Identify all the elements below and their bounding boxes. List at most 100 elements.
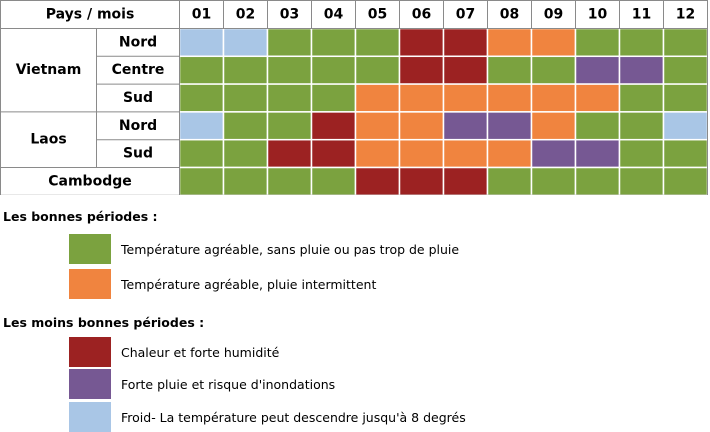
cell-laos-nord-06	[398, 111, 445, 141]
cell-laos-nord-01	[178, 111, 225, 141]
cell-vietnam-sud-07	[442, 83, 489, 113]
cell-vietnam-centre-02	[222, 55, 269, 85]
cell-laos-nord-03	[266, 111, 313, 141]
cell-cambodge-05	[354, 166, 401, 195]
month-label-06: 06	[412, 7, 431, 23]
cell-vietnam-centre-04	[310, 55, 357, 85]
cell-laos-nord-05	[354, 111, 401, 141]
cell-vietnam-centre-10	[574, 55, 621, 85]
cell-vietnam-centre-07	[442, 55, 489, 85]
climate-calendar-grid: Pays / mois 01 02 03 04 05 06 07 08 09 10 11 12 Vietn…	[0, 0, 709, 195]
month-label-10: 10	[588, 7, 608, 23]
month-label-09: 09	[544, 7, 563, 23]
cell-laos-nord-02	[222, 111, 269, 141]
cell-laos-sud-03	[266, 138, 313, 169]
country-label-cambodge: Cambodge	[48, 173, 132, 189]
cell-laos-sud-02	[222, 138, 269, 169]
cell-vietnam-nord-10	[574, 27, 621, 58]
country-label-laos: Laos	[30, 132, 66, 148]
good-periods-heading: Les bonnes périodes :	[3, 209, 158, 224]
cell-cambodge-02	[222, 166, 269, 195]
cell-laos-nord-10	[574, 111, 621, 141]
cell-vietnam-nord-04	[310, 27, 357, 58]
cell-vietnam-centre-01	[178, 55, 225, 85]
cell-vietnam-sud-06	[398, 83, 445, 113]
cell-cambodge-08	[486, 166, 533, 195]
cell-laos-sud-01	[178, 138, 225, 169]
cell-laos-sud-10	[574, 138, 621, 169]
cell-cambodge-10	[574, 166, 621, 195]
cell-laos-nord-04	[310, 111, 357, 141]
header-label: Pays / mois	[46, 7, 135, 23]
cell-laos-sud-06	[398, 138, 445, 169]
cell-vietnam-centre-08	[486, 55, 533, 85]
cell-vietnam-sud-10	[574, 83, 621, 113]
cell-cambodge-01	[178, 166, 225, 195]
cell-vietnam-sud-04	[310, 83, 357, 113]
cell-vietnam-centre-11	[618, 55, 665, 85]
cell-cambodge-09	[530, 166, 577, 195]
cell-vietnam-centre-03	[266, 55, 313, 85]
cell-vietnam-sud-05	[354, 83, 401, 113]
cell-vietnam-nord-06	[398, 27, 445, 58]
cell-vietnam-sud-08	[486, 83, 533, 113]
cell-vietnam-nord-11	[618, 27, 665, 58]
cell-laos-sud-07	[442, 138, 489, 169]
region-label-laos-sud: Sud	[123, 146, 153, 162]
cell-vietnam-sud-09	[530, 83, 577, 113]
legend-swatch-good	[69, 234, 111, 264]
cell-vietnam-centre-05	[354, 55, 401, 85]
cell-vietnam-sud-02	[222, 83, 269, 113]
month-label-02: 02	[236, 7, 255, 23]
cell-cambodge-06	[398, 166, 445, 195]
legend-swatch-rain	[69, 269, 111, 299]
cell-vietnam-nord-03	[266, 27, 313, 58]
cell-cambodge-11	[618, 166, 665, 195]
cell-vietnam-nord-09	[530, 27, 577, 58]
cell-vietnam-sud-03	[266, 83, 313, 113]
cell-vietnam-centre-06	[398, 55, 445, 85]
cell-laos-nord-11	[618, 111, 665, 141]
cell-laos-sud-05	[354, 138, 401, 169]
cell-vietnam-nord-01	[178, 27, 225, 58]
cell-cambodge-03	[266, 166, 313, 195]
legend-item-good: Température agréable, sans pluie ou pas …	[69, 234, 459, 264]
month-label-05: 05	[368, 7, 387, 23]
cell-vietnam-centre-09	[530, 55, 577, 85]
legend-item-cold: Froid- La température peut descendre jus…	[69, 402, 466, 432]
legend-label-rain: Température agréable, pluie intermittent	[121, 276, 377, 292]
cell-vietnam-sud-01	[178, 83, 225, 113]
cell-vietnam-nord-05	[354, 27, 401, 58]
cell-vietnam-nord-08	[486, 27, 533, 58]
month-label-04: 04	[324, 7, 344, 23]
legend-label-hot: Chaleur et forte humidité	[121, 344, 280, 360]
region-label-vietnam-centre: Centre	[112, 62, 165, 78]
legend-swatch-cold	[69, 402, 111, 432]
cell-laos-sud-04	[310, 138, 357, 169]
region-label-laos-nord: Nord	[119, 118, 157, 134]
cell-vietnam-nord-12	[662, 27, 709, 58]
month-label-01: 01	[192, 7, 211, 23]
cell-laos-nord-07	[442, 111, 489, 141]
region-label-vietnam-sud: Sud	[123, 90, 153, 106]
cell-vietnam-nord-07	[442, 27, 489, 58]
cell-vietnam-sud-11	[618, 83, 665, 113]
cell-laos-sud-12	[662, 138, 709, 169]
cell-laos-nord-08	[486, 111, 533, 141]
month-label-07: 07	[456, 7, 475, 23]
cell-vietnam-centre-12	[662, 55, 709, 85]
cell-cambodge-07	[442, 166, 489, 195]
legend-swatch-hot	[69, 337, 111, 367]
month-label-03: 03	[280, 7, 299, 23]
cell-vietnam-sud-12	[662, 83, 709, 113]
legend-label-flood: Forte pluie et risque d'inondations	[121, 376, 336, 392]
cell-laos-sud-09	[530, 138, 577, 169]
legend-item-rain: Température agréable, pluie intermittent	[69, 269, 376, 299]
legend-label-good: Température agréable, sans pluie ou pas …	[121, 241, 460, 257]
legend-item-flood: Forte pluie et risque d'inondations	[69, 369, 335, 399]
cell-laos-sud-08	[486, 138, 533, 169]
cell-cambodge-12	[662, 166, 709, 195]
month-label-11: 11	[632, 7, 651, 23]
month-label-12: 12	[676, 7, 695, 23]
grid-border	[0, 0, 708, 195]
